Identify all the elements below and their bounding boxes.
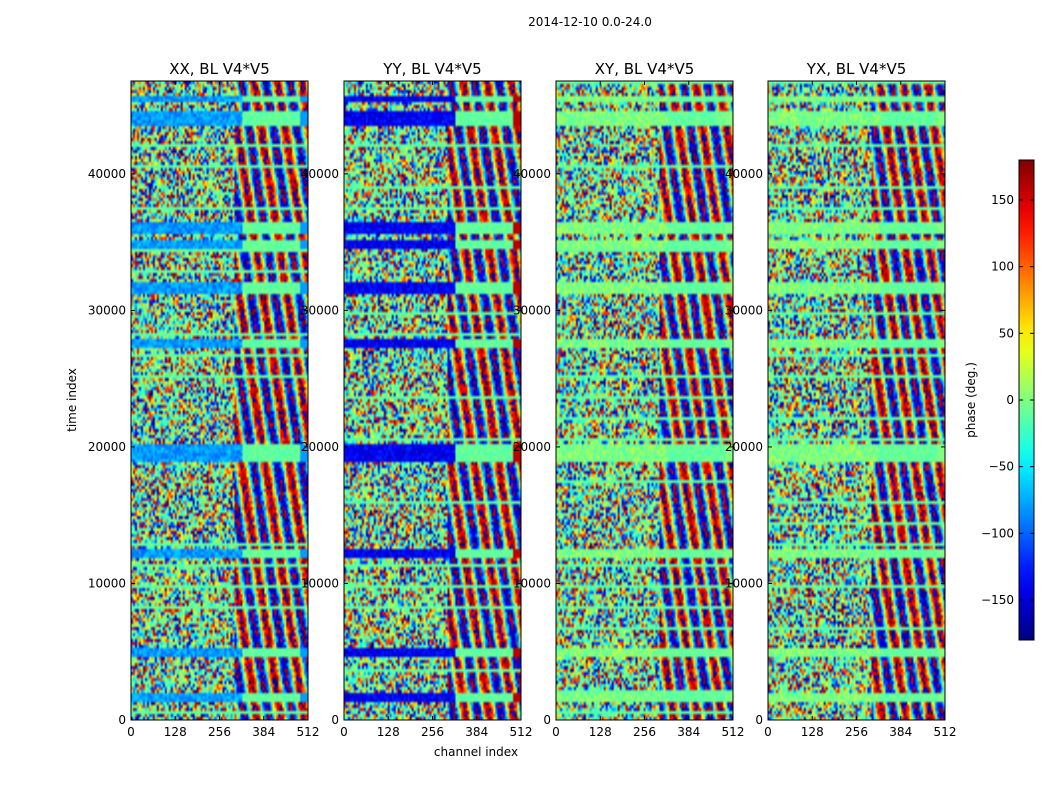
panel-title: XX, BL V4*V5 [169, 60, 270, 78]
panel-title: XY, BL V4*V5 [595, 60, 695, 78]
colorbar-tick-label: −150 [981, 593, 1014, 607]
y-tick-label: 10000 [88, 576, 126, 590]
x-tick-label: 512 [722, 725, 745, 739]
x-tick-label: 512 [297, 725, 320, 739]
colorbar-tick-label: 100 [991, 260, 1014, 274]
y-tick-label: 30000 [301, 303, 339, 317]
colorbar-tick-label: 50 [999, 326, 1014, 340]
y-tick-label: 20000 [88, 440, 126, 454]
x-tick-label: 0 [552, 725, 560, 739]
colorbar: −150 −100 −50 0 50 100 150 phase (deg.) [964, 159, 1035, 641]
x-tick-label: 0 [764, 725, 772, 739]
y-tick-label: 30000 [513, 303, 551, 317]
x-tick-label: 128 [377, 725, 400, 739]
y-tick-label: 0 [543, 713, 551, 727]
x-tick-label: 256 [633, 725, 656, 739]
panel-title: YX, BL V4*V5 [806, 60, 907, 78]
x-tick-label: 0 [340, 725, 348, 739]
y-tick-label: 40000 [725, 167, 763, 181]
x-tick-label: 128 [164, 725, 187, 739]
y-tick-label: 20000 [513, 440, 551, 454]
heatmap-image [556, 81, 733, 720]
colorbar-tick-label: −100 [981, 526, 1014, 540]
colorbar-tick-label: 150 [991, 193, 1014, 207]
y-tick-label: 0 [331, 713, 339, 727]
y-tick-label: 10000 [301, 576, 339, 590]
y-tick-label: 20000 [301, 440, 339, 454]
y-tick-label: 30000 [88, 303, 126, 317]
panel-1: XX, BL V4*V5 0 128 256 384 512 0 10000 20000 3000… [88, 60, 320, 739]
x-tick-label: 512 [510, 725, 533, 739]
colorbar-label: phase (deg.) [964, 362, 978, 438]
x-tick-label: 256 [845, 725, 868, 739]
panel-4: YX, BL V4*V5 0 128 256 384 512 0 10000 20000 3000… [725, 60, 957, 739]
x-tick-label: 512 [934, 725, 957, 739]
heatmap-image [768, 81, 945, 720]
x-tick-label: 384 [889, 725, 912, 739]
y-tick-label: 40000 [513, 167, 551, 181]
panel-title: YY, BL V4*V5 [382, 60, 481, 78]
x-tick-label: 128 [801, 725, 824, 739]
y-tick-label: 40000 [301, 167, 339, 181]
panel-3: XY, BL V4*V5 0 128 256 384 512 0 10000 20000 3000… [513, 60, 745, 739]
y-tick-label: 0 [755, 713, 763, 727]
heatmap-image [131, 81, 308, 720]
suptitle: 2014-12-10 0.0-24.0 [528, 15, 652, 29]
x-tick-label: 128 [589, 725, 612, 739]
y-tick-label: 20000 [725, 440, 763, 454]
colorbar-tick-label: 0 [1006, 393, 1014, 407]
heatmap-image [344, 81, 521, 720]
panel-2: YY, BL V4*V5 0 128 256 384 512 0 10000 20000 3000… [301, 60, 533, 739]
y-tick-label: 10000 [513, 576, 551, 590]
x-tick-label: 384 [252, 725, 275, 739]
x-tick-label: 384 [465, 725, 488, 739]
y-tick-label: 40000 [88, 167, 126, 181]
y-tick-label: 10000 [725, 576, 763, 590]
y-tick-label: 0 [118, 713, 126, 727]
y-tick-label: 30000 [725, 303, 763, 317]
x-tick-label: 0 [127, 725, 135, 739]
y-axis-label: time index [65, 368, 79, 432]
colorbar-tick-label: −50 [989, 460, 1014, 474]
x-tick-label: 256 [208, 725, 231, 739]
panels: XX, BL V4*V5 0 128 256 384 512 0 10000 20000 3000… [88, 60, 957, 739]
x-axis-label: channel index [434, 745, 518, 759]
x-tick-label: 384 [677, 725, 700, 739]
x-tick-label: 256 [421, 725, 444, 739]
